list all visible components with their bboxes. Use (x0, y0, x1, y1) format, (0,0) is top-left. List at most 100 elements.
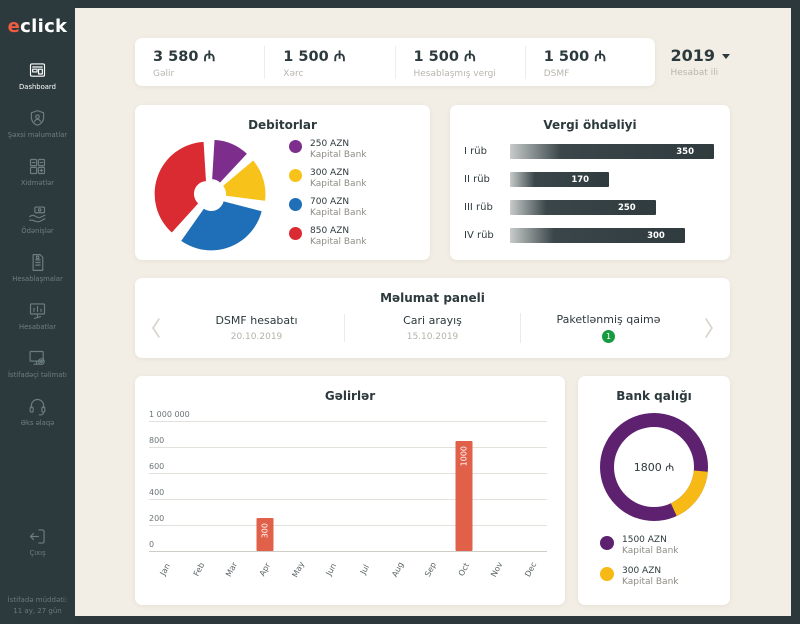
logo-accent-letter: e (7, 16, 21, 37)
gridline (149, 473, 547, 474)
bar-value-label: 170 (571, 174, 590, 185)
info-item-dsmf-report[interactable]: DSMF hesabatı 20.10.2019 (169, 314, 344, 342)
app-logo[interactable]: eclick (0, 16, 75, 37)
x-axis-tick-label: Jul (358, 563, 371, 576)
gelirler-title: Gəlirlər (324, 389, 376, 403)
donut-center-label: 1800 ₼ (633, 460, 675, 474)
info-item-packed-invoice[interactable]: Paketlənmiş qaimə 1 (520, 313, 696, 343)
y-axis-tick-label: 400 (149, 488, 165, 497)
x-axis-tick-label: May (290, 560, 307, 579)
legend-bank: Kapital Bank (622, 546, 679, 556)
pie-slice (181, 201, 262, 251)
month-column: 1000 (448, 421, 481, 551)
x-axis-tick-label: Apr (257, 561, 273, 578)
chevron-down-icon (722, 54, 730, 59)
stat-settled-tax: 1 500 ₼ Hesablaşmış vergi (394, 45, 525, 79)
month-column: 300 (249, 421, 282, 551)
sidebar-item-payments[interactable]: Ödənişlər (0, 196, 75, 244)
legend-dot (289, 198, 302, 211)
legend-item: 1500 AZN Kapital Bank (600, 535, 730, 556)
gelirler-bar-chart: 1 000 000 800 600 400 200 0 300 1000 Jan Feb Mar A… (149, 403, 549, 589)
bar-q1: 350 (510, 144, 714, 159)
x-axis-tick-label: Dec (522, 560, 539, 579)
stat-value: 3 580 ₼ (153, 48, 216, 65)
bar-q3: 250 (510, 200, 656, 215)
report-chart-icon (27, 300, 48, 321)
sidebar: eclick Dashboard Şəxsi məlumatlar Xidmət… (0, 0, 75, 624)
info-panel-card: Məlumat paneli DSMF hesabatı 20.10.2019 … (135, 278, 730, 358)
vergi-bar-row: II rüb 170 (464, 172, 714, 187)
stat-income: 3 580 ₼ Gəlir (135, 46, 264, 79)
y-axis-tick-label: 1 000 000 (149, 410, 190, 419)
carousel-next-button[interactable] (696, 317, 722, 339)
legend-value: 250 AZN (310, 139, 350, 149)
bank-qaligi-title: Bank qalığı (616, 389, 692, 403)
sidebar-item-settlements[interactable]: Hesablaşmalar (0, 244, 75, 292)
legend-dot (289, 169, 302, 182)
info-item-date: 15.10.2019 (406, 332, 459, 342)
sidebar-item-label: Hesabatlar (19, 323, 56, 332)
legend-dot (600, 536, 614, 550)
legend-bank: Kapital Bank (310, 179, 367, 189)
legend-value: 1500 AZN (622, 535, 667, 545)
quarter-label: I rüb (464, 146, 487, 157)
bar-value-label: 300 (647, 230, 665, 241)
legend-value: 700 AZN (310, 197, 350, 207)
sidebar-item-personal-info[interactable]: Şəxsi məlumatlar (0, 100, 75, 148)
sidebar-item-dashboard[interactable]: Dashboard (0, 52, 75, 100)
hand-payment-icon (27, 204, 48, 225)
stat-expense: 1 500 ₼ Xərc (264, 45, 394, 79)
sidebar-item-contact[interactable]: Əks əlaqə (0, 388, 75, 436)
bar-value-label: 350 (676, 146, 694, 157)
y-axis-tick-label: 800 (149, 436, 165, 445)
sidebar-item-services[interactable]: Xidmətlər (0, 148, 75, 196)
sidebar-item-label: Xidmətlər (20, 179, 55, 188)
gridline (149, 551, 547, 552)
sidebar-item-label: Əks əlaqə (20, 419, 55, 428)
sidebar-item-logout[interactable]: Çıxış (0, 518, 75, 566)
year-selector[interactable]: 2019 Hesabat ili (664, 46, 730, 78)
bar-value-label: 300 (260, 522, 270, 539)
carousel-prev-button[interactable] (143, 317, 169, 339)
pie-slice (223, 160, 266, 201)
legend-item: 250 AZN Kapital Bank (289, 139, 366, 160)
income-bar: 300 (256, 517, 274, 551)
count-badge: 1 (602, 330, 615, 343)
year-value: 2019 (670, 46, 715, 65)
invoice-document-icon (27, 252, 48, 273)
shield-person-icon (27, 108, 48, 129)
legend-item: 850 AZN Kapital Bank (289, 226, 366, 247)
screen-gear-icon (27, 348, 48, 369)
info-panel-title: Məlumat paneli (380, 291, 485, 305)
main-area: 3 580 ₼ Gəlir 1 500 ₼ Xərc 1 500 ₼ Hesab… (75, 8, 791, 616)
stats-row: 3 580 ₼ Gəlir 1 500 ₼ Xərc 1 500 ₼ Hesab… (135, 38, 730, 86)
legend-item: 300 AZN Kapital Bank (289, 168, 366, 189)
info-item-title: DSMF hesabatı (215, 314, 298, 327)
x-axis-tick-label: Mar (224, 560, 240, 579)
info-item-current-certificate[interactable]: Cari arayış 15.10.2019 (344, 314, 520, 342)
legend-value: 300 AZN (310, 168, 350, 178)
vergi-bar-row: III rüb 250 (464, 200, 714, 215)
donut-main-ring (600, 413, 708, 521)
sidebar-item-user-guide[interactable]: İstifadəçi təlimatı (0, 340, 75, 388)
income-bar: 1000 (455, 440, 473, 551)
info-item-title: Paketlənmiş qaimə (556, 313, 661, 326)
stat-label: DSMF (543, 68, 570, 79)
logo-rest: click (20, 16, 68, 37)
bar-value-label: 250 (617, 202, 636, 213)
bank-donut-chart: 1800 ₼ (598, 411, 710, 523)
x-axis-tick-label: Jun (324, 561, 339, 578)
sidebar-item-reports[interactable]: Hesabatlar (0, 292, 75, 340)
gridline (149, 525, 547, 526)
summary-stats-card: 3 580 ₼ Gəlir 1 500 ₼ Xərc 1 500 ₼ Hesab… (135, 38, 655, 86)
legend-bank: Kapital Bank (310, 237, 367, 247)
legend-item: 300 AZN Kapital Bank (600, 566, 730, 587)
legend-value: 850 AZN (310, 226, 350, 236)
bank-qaligi-card: Bank qalığı 1800 ₼ 1500 AZN Kapital Bank … (578, 376, 730, 605)
quarter-label: III rüb (464, 202, 493, 213)
month-column (514, 421, 547, 551)
dashboard-icon (27, 60, 48, 81)
sidebar-item-label: Şəxsi məlumatlar (7, 131, 68, 140)
quarter-label: II rüb (464, 174, 490, 185)
month-column (481, 421, 514, 551)
